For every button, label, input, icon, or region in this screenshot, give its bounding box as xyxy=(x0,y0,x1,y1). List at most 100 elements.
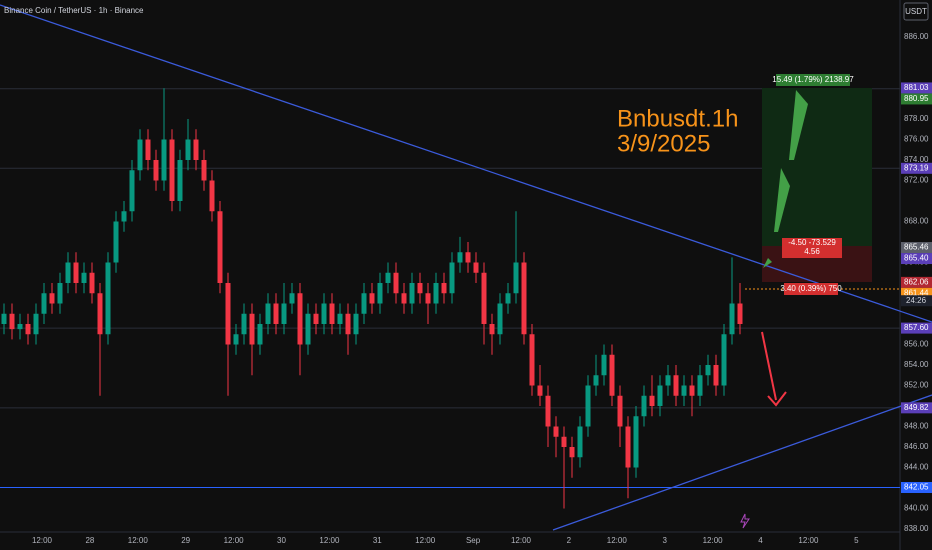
price-tag xyxy=(901,253,932,265)
candle-body xyxy=(409,283,415,304)
candle-body xyxy=(353,313,359,335)
y-tick-label: 852.00 xyxy=(904,381,929,390)
candle-body xyxy=(233,334,239,345)
chart-title: Binance Coin / TetherUS · 1h · Binance xyxy=(4,6,144,15)
y-tick-label: 854.00 xyxy=(904,360,929,369)
candle-body xyxy=(513,262,519,294)
target-label: 15.49 (1.79%) 2138.97 xyxy=(772,75,854,84)
candle-body xyxy=(465,252,471,263)
annotation: Bnbusdt.1h xyxy=(617,105,738,132)
candle-body xyxy=(449,262,455,294)
candle-body xyxy=(305,313,311,345)
y-tick-label: 838.00 xyxy=(904,524,929,533)
price-tag-label: 865.40 xyxy=(904,254,929,263)
y-tick-label: 878.00 xyxy=(904,114,929,123)
x-tick-label: 12:00 xyxy=(415,536,436,545)
x-tick-label: 12:00 xyxy=(798,536,819,545)
x-tick-label: 30 xyxy=(277,536,286,545)
countdown: 24:26 xyxy=(906,296,927,305)
axes: 886.00880.00878.00876.00874.00872.00868.… xyxy=(32,32,932,545)
candle-body xyxy=(433,283,439,304)
candle-body xyxy=(425,293,431,304)
candle-body xyxy=(721,334,727,386)
candle-body xyxy=(481,272,487,324)
candle-body xyxy=(209,180,215,212)
candle-body xyxy=(97,293,103,335)
candle-body xyxy=(369,293,375,304)
x-tick-label: 12:00 xyxy=(319,536,340,545)
price-tag-label: 862.06 xyxy=(904,277,929,286)
candle-body xyxy=(657,385,663,406)
candle-body xyxy=(681,385,687,396)
candle-body xyxy=(65,262,71,283)
x-tick-label: 4 xyxy=(758,536,763,545)
candle-body xyxy=(625,426,631,468)
candle-body xyxy=(25,324,31,335)
candle-body xyxy=(713,365,719,386)
price-tag-label: 873.19 xyxy=(904,163,929,172)
target-label-box xyxy=(776,74,850,86)
price-tag xyxy=(901,287,932,299)
candle-body xyxy=(609,354,615,396)
price-tag-label: 880.95 xyxy=(904,94,929,103)
price-tag-label: 857.60 xyxy=(904,323,929,332)
candle-body xyxy=(417,283,423,294)
candle-body xyxy=(569,447,575,458)
y-tick-label: 874.00 xyxy=(904,155,929,164)
price-tag xyxy=(901,162,932,174)
x-tick-label: 5 xyxy=(854,536,859,545)
candle-body xyxy=(113,221,119,263)
price-tag xyxy=(901,93,932,105)
candle-body xyxy=(321,303,327,324)
candle-body xyxy=(345,313,351,335)
event-icon[interactable] xyxy=(740,513,750,529)
candle-body xyxy=(537,385,543,396)
candle-body xyxy=(217,211,223,283)
price-tag-label: 881.03 xyxy=(904,83,929,92)
price-tag-label: 861.44 xyxy=(904,288,929,297)
candle-body xyxy=(289,293,295,304)
candle-body xyxy=(617,395,623,427)
y-tick-label: 848.00 xyxy=(904,422,929,431)
candle-body xyxy=(385,272,391,283)
candle-body xyxy=(105,262,111,335)
candle-body xyxy=(497,303,503,335)
candle-body xyxy=(137,139,143,171)
price-tag xyxy=(901,322,932,334)
price-tag-label: 849.82 xyxy=(904,403,929,412)
currency[interactable]: USDT xyxy=(905,7,927,16)
candle-body xyxy=(393,272,399,294)
candle-body xyxy=(489,324,495,335)
candle-body xyxy=(337,313,343,324)
candle-body xyxy=(1,313,7,324)
candle-body xyxy=(49,293,55,304)
candle-body xyxy=(593,375,599,386)
x-tick-label: Sep xyxy=(466,536,481,545)
arrow xyxy=(763,258,772,268)
candle-body xyxy=(17,324,23,330)
price-tag xyxy=(901,481,932,493)
upper-trendline xyxy=(0,4,932,323)
current-label: 3.40 (0.39%) 750 xyxy=(780,284,842,293)
price-tag-label: 842.05 xyxy=(904,483,929,492)
levels xyxy=(0,88,900,488)
stop-label-box xyxy=(782,238,842,258)
x-tick-label: 28 xyxy=(85,536,94,545)
candle-body xyxy=(257,324,263,345)
candle-body xyxy=(129,170,135,212)
candle-body xyxy=(641,395,647,417)
candle-body xyxy=(241,313,247,335)
currency-box[interactable] xyxy=(903,2,929,21)
candle-body xyxy=(185,139,191,160)
candle-body xyxy=(153,160,159,181)
candle-body xyxy=(729,303,735,335)
candle-body xyxy=(145,139,151,160)
candle-body xyxy=(377,283,383,304)
price-tag xyxy=(901,82,932,94)
candle-body xyxy=(457,252,463,263)
x-tick-label: 2 xyxy=(567,536,572,545)
y-tick-label: 868.00 xyxy=(904,217,929,226)
candle-body xyxy=(665,375,671,386)
y-tick-label: 876.00 xyxy=(904,135,929,144)
